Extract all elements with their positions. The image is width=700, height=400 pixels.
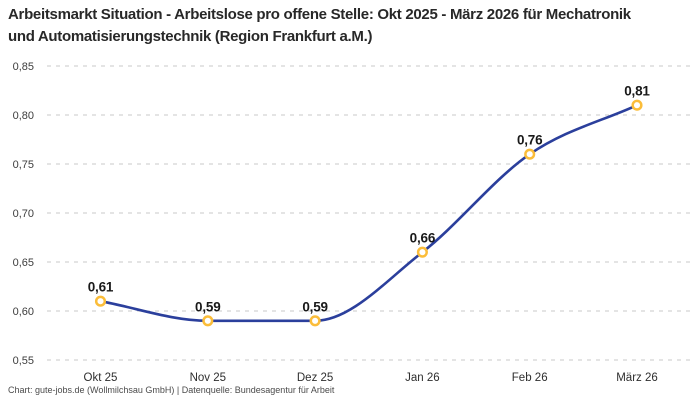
data-point-label: 0,76 (517, 133, 543, 148)
x-tick-label: Jan 26 (405, 372, 440, 384)
data-point-markers (94, 99, 643, 327)
data-point-label: 0,61 (88, 280, 114, 295)
gridlines (47, 65, 690, 361)
y-tick-label: 0,60 (13, 306, 34, 318)
data-point (309, 315, 321, 327)
data-point-labels: 0,61 0,59 0,59 0,66 0,76 0,81 (88, 84, 651, 315)
y-tick-label: 0,80 (13, 110, 34, 122)
data-point (416, 246, 428, 258)
data-line (99, 103, 639, 323)
y-tick-label: 0,75 (13, 159, 34, 171)
y-axis-labels: 0,85 0,80 0,75 0,70 0,65 0,60 0,55 (13, 61, 34, 367)
y-tick-label: 0,70 (13, 208, 34, 220)
y-tick-label: 0,85 (13, 61, 34, 73)
data-point-label: 0,59 (302, 299, 327, 314)
data-point (202, 315, 214, 327)
data-point (524, 148, 536, 160)
data-point-label: 0,66 (410, 231, 436, 246)
x-tick-label: Nov 25 (190, 372, 226, 384)
y-tick-label: 0,55 (13, 355, 34, 367)
data-point (631, 99, 643, 111)
data-point (94, 295, 107, 307)
x-axis-labels: Okt 25 Nov 25 Dez 25 Jan 26 Feb 26 März 26 (84, 372, 658, 384)
x-tick-label: Okt 25 (84, 372, 118, 384)
data-point-label: 0,81 (624, 84, 650, 99)
chart-title: Arbeitsmarkt Situation - Arbeitslose pro… (8, 6, 631, 45)
y-tick-label: 0,65 (13, 257, 34, 269)
data-point-label: 0,59 (195, 299, 220, 314)
x-tick-label: Dez 25 (297, 372, 333, 384)
attribution-text: Chart: gute-jobs.de (Wollmilchsau GmbH) … (8, 385, 335, 395)
x-tick-label: März 26 (616, 372, 658, 384)
x-tick-label: Feb 26 (512, 372, 548, 384)
